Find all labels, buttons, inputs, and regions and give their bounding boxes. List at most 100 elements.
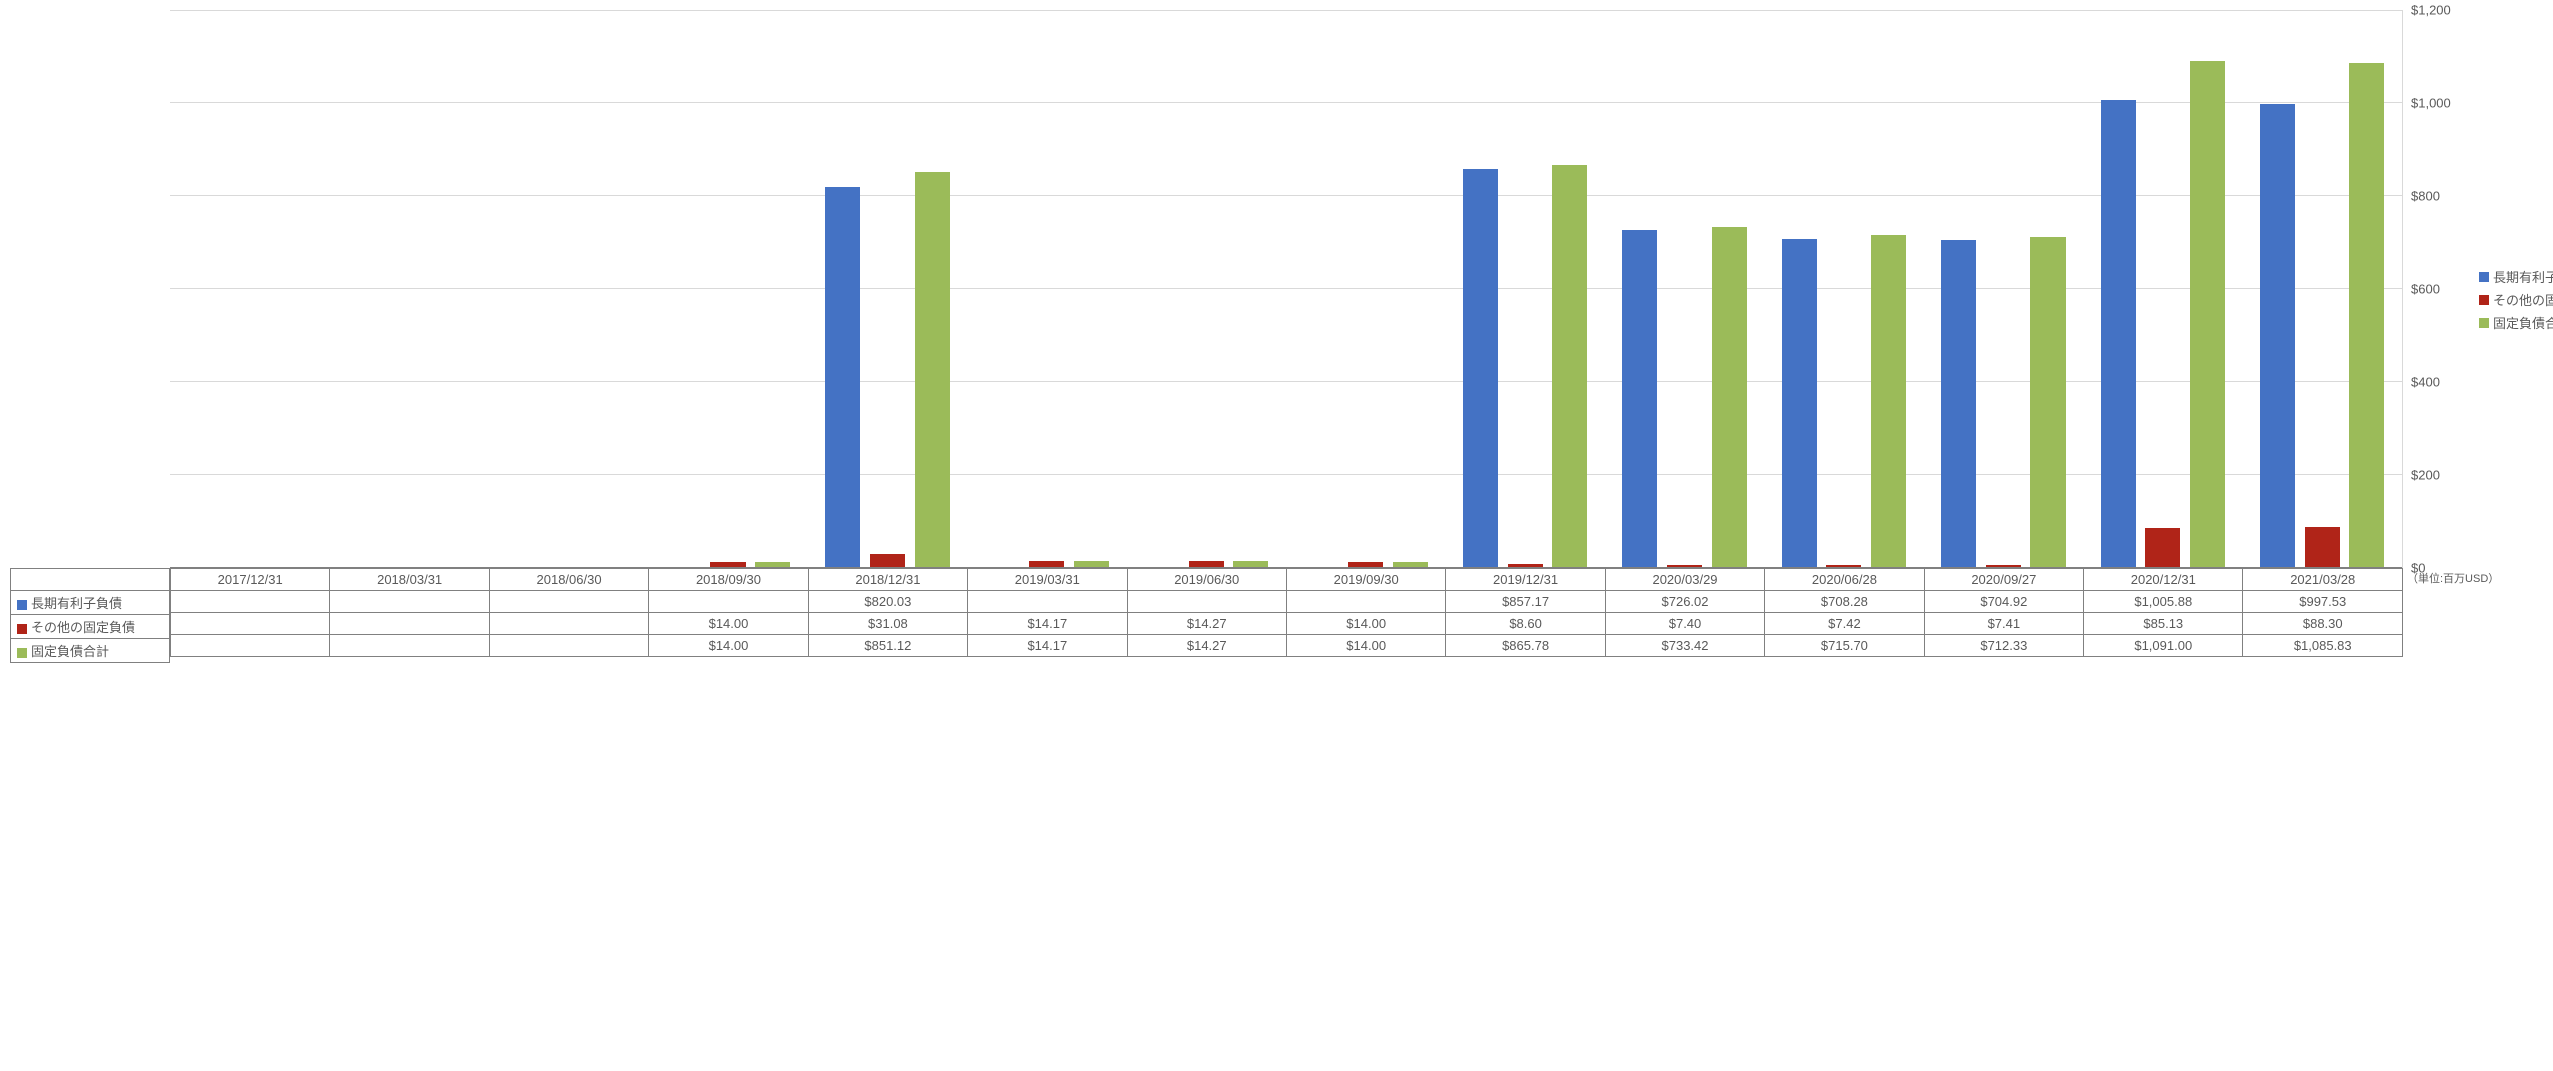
data-cell bbox=[489, 635, 648, 657]
category-label: 2017/12/31 bbox=[171, 569, 330, 591]
y-tick-label: $800 bbox=[2411, 189, 2440, 204]
category-label: 2020/06/28 bbox=[1765, 569, 1924, 591]
category bbox=[1605, 11, 1764, 568]
data-cell: $14.00 bbox=[1286, 635, 1445, 657]
data-cell: $31.08 bbox=[808, 613, 967, 635]
bar bbox=[825, 187, 860, 568]
legend-label: その他の固定負債 bbox=[2493, 290, 2553, 309]
bar bbox=[1941, 240, 1976, 568]
data-table: 2017/12/312018/03/312018/06/302018/09/30… bbox=[170, 568, 2403, 657]
series-row-headers: 長期有利子負債その他の固定負債固定負債合計 bbox=[10, 568, 170, 663]
bar bbox=[2305, 527, 2340, 568]
bar bbox=[1782, 239, 1817, 568]
y-tick-label: $1,000 bbox=[2411, 96, 2451, 111]
legend: 長期有利子負債その他の固定負債固定負債合計 bbox=[2471, 267, 2553, 332]
data-cell: $726.02 bbox=[1605, 591, 1764, 613]
data-cell: $8.60 bbox=[1446, 613, 1605, 635]
category-label: 2018/09/30 bbox=[649, 569, 808, 591]
legend-swatch bbox=[17, 648, 27, 658]
data-cell bbox=[171, 591, 330, 613]
bar bbox=[1871, 235, 1906, 568]
category bbox=[2083, 11, 2242, 568]
category bbox=[489, 11, 648, 568]
y-tick-label: $200 bbox=[2411, 468, 2440, 483]
category-label: 2019/12/31 bbox=[1446, 569, 1605, 591]
bar bbox=[870, 554, 905, 568]
bar bbox=[915, 172, 950, 568]
category bbox=[967, 11, 1126, 568]
category bbox=[1924, 11, 2083, 568]
legend-item: 長期有利子負債 bbox=[2479, 267, 2553, 286]
category-label: 2020/09/27 bbox=[1924, 569, 2083, 591]
plot-area bbox=[170, 10, 2403, 568]
data-cell: $715.70 bbox=[1765, 635, 1924, 657]
category bbox=[2242, 11, 2401, 568]
bar bbox=[1463, 169, 1498, 568]
legend-label: 固定負債合計 bbox=[2493, 313, 2553, 332]
data-cell bbox=[489, 591, 648, 613]
data-cell: $704.92 bbox=[1924, 591, 2083, 613]
data-cell: $88.30 bbox=[2243, 613, 2403, 635]
category-label: 2019/09/30 bbox=[1286, 569, 1445, 591]
data-cell: $865.78 bbox=[1446, 635, 1605, 657]
data-cell: $857.17 bbox=[1446, 591, 1605, 613]
data-cell: $7.41 bbox=[1924, 613, 2083, 635]
bar bbox=[1552, 165, 1587, 568]
category-label: 2020/12/31 bbox=[2084, 569, 2243, 591]
data-cell: $1,005.88 bbox=[2084, 591, 2243, 613]
data-cell bbox=[489, 613, 648, 635]
legend-item: 固定負債合計 bbox=[2479, 313, 2553, 332]
data-cell: $14.27 bbox=[1127, 635, 1286, 657]
data-cell: $820.03 bbox=[808, 591, 967, 613]
category bbox=[329, 11, 488, 568]
data-cell: $14.00 bbox=[649, 635, 808, 657]
series-row-header: 長期有利子負債 bbox=[11, 591, 170, 615]
series-name: 固定負債合計 bbox=[31, 644, 109, 659]
legend-swatch bbox=[17, 600, 27, 610]
unit-label: （単位:百万USD） bbox=[2407, 570, 2499, 586]
data-cell: $7.42 bbox=[1765, 613, 1924, 635]
data-cell bbox=[330, 613, 489, 635]
data-cell: $712.33 bbox=[1924, 635, 2083, 657]
legend-label: 長期有利子負債 bbox=[2493, 267, 2553, 286]
bar bbox=[2190, 61, 2225, 568]
data-cell bbox=[1127, 591, 1286, 613]
series-row-header: 固定負債合計 bbox=[11, 639, 170, 663]
y-tick-label: $600 bbox=[2411, 282, 2440, 297]
bars-layer bbox=[170, 11, 2402, 568]
category bbox=[648, 11, 807, 568]
legend-swatch bbox=[2479, 272, 2489, 282]
row-header-blank bbox=[11, 569, 170, 591]
data-cell bbox=[1286, 591, 1445, 613]
data-cell bbox=[171, 635, 330, 657]
category bbox=[808, 11, 967, 568]
data-cell bbox=[649, 591, 808, 613]
data-cell: $14.00 bbox=[1286, 613, 1445, 635]
category bbox=[170, 11, 329, 568]
bar bbox=[2260, 104, 2295, 568]
category bbox=[1764, 11, 1923, 568]
legend-swatch bbox=[17, 624, 27, 634]
category-label: 2021/03/28 bbox=[2243, 569, 2403, 591]
category-label: 2018/03/31 bbox=[330, 569, 489, 591]
data-cell bbox=[171, 613, 330, 635]
category-label: 2018/06/30 bbox=[489, 569, 648, 591]
category-label: 2020/03/29 bbox=[1605, 569, 1764, 591]
data-cell: $1,085.83 bbox=[2243, 635, 2403, 657]
data-cell bbox=[330, 591, 489, 613]
series-row-header: その他の固定負債 bbox=[11, 615, 170, 639]
data-cell: $14.27 bbox=[1127, 613, 1286, 635]
row-header-spacer bbox=[10, 10, 170, 568]
data-cell: $733.42 bbox=[1605, 635, 1764, 657]
data-cell: $997.53 bbox=[2243, 591, 2403, 613]
series-name: その他の固定負債 bbox=[31, 620, 135, 635]
bar bbox=[1712, 227, 1747, 568]
bar bbox=[2145, 528, 2180, 568]
legend-item: その他の固定負債 bbox=[2479, 290, 2553, 309]
chart-container: $0$200$400$600$800$1,000$1,200（単位:百万USD）… bbox=[10, 10, 2543, 663]
bar bbox=[2349, 63, 2384, 568]
data-cell: $708.28 bbox=[1765, 591, 1924, 613]
legend-swatch bbox=[2479, 295, 2489, 305]
data-cell: $14.17 bbox=[968, 613, 1127, 635]
category-label: 2019/06/30 bbox=[1127, 569, 1286, 591]
